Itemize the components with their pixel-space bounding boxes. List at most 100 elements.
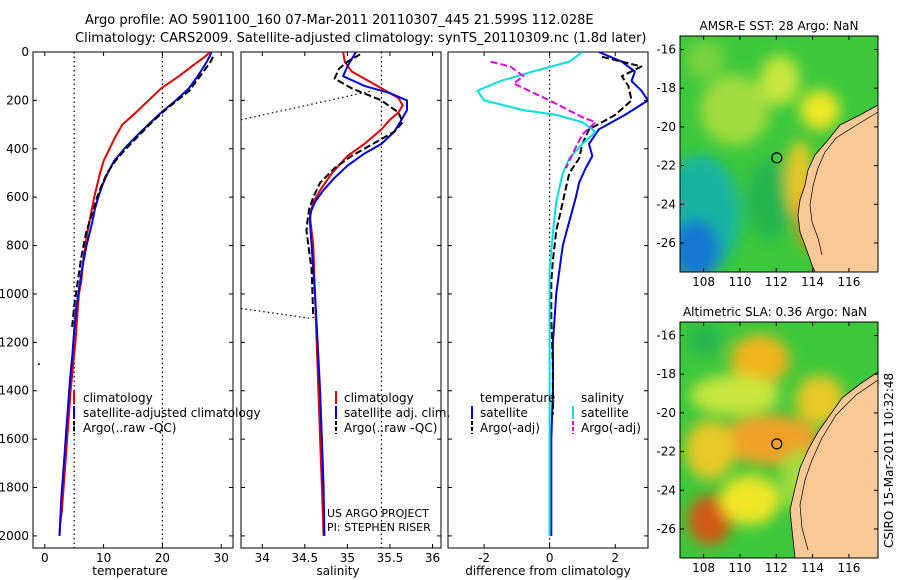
sla-map-title: Altimetric SLA: 0.36 Argo: NaN xyxy=(683,305,867,319)
credit-text: CSIRO 15-Mar-2011 10:32:48 xyxy=(882,373,896,548)
salinity-legend: climatology satellite adj. clim. Argo(..… xyxy=(335,391,450,435)
difference-legend: temperature satellite Argo(-adj) salinit… xyxy=(471,391,641,435)
depth-tick-label: 1400 xyxy=(0,384,29,398)
difference-xtick-label: 2 xyxy=(611,551,619,565)
project-name: US ARGO PROJECT xyxy=(327,507,429,520)
depth-tick-label: 1800 xyxy=(0,481,29,495)
sst-map-axes: 108 110 112 114 116 -16 -18 -20 -22 -24 -26 xyxy=(656,36,878,289)
depth-tick-label: 2000 xyxy=(0,529,29,543)
legend-label-temp-argo: Argo(-adj) xyxy=(480,421,540,435)
sst_map-ytick-label: -24 xyxy=(656,197,676,211)
legend-group-temperature: temperature xyxy=(480,391,555,405)
depth-tick-label: 1600 xyxy=(0,432,29,446)
sla-map-frame xyxy=(679,321,879,559)
project-pi: PI: STEPHEN RISER xyxy=(327,521,431,534)
salinity-dotted-line xyxy=(241,90,374,121)
sst-map-title: AMSR-E SST: 28 Argo: NaN xyxy=(700,19,859,33)
sst_map-xtick-label: 112 xyxy=(765,275,788,289)
depth-tick-label: 1000 xyxy=(0,287,29,301)
difference-panel xyxy=(447,51,649,549)
salinity-xtick-label: 34.5 xyxy=(291,551,318,565)
temperature-xtick-label: 10 xyxy=(96,551,111,565)
salinity-series-line xyxy=(305,53,404,319)
salinity-xtick-label: 35 xyxy=(340,551,355,565)
sla-coast-contour xyxy=(799,379,878,551)
depth-tick-label: 0 xyxy=(21,45,29,59)
difference-xtick-label: -2 xyxy=(478,551,490,565)
title-line-1: Argo profile: AO 5901100_160 07-Mar-2011… xyxy=(85,13,594,28)
sla_map-xtick-label: 110 xyxy=(728,561,751,575)
depth-axis: 0 200 400 600 800 1000 1200 1400 1600 1800 2000 xyxy=(0,45,29,543)
sla_map-ytick-label: -26 xyxy=(656,522,676,536)
sla-map-axes: 108 110 112 114 116 -16 -18 -20 -22 -24 -26 xyxy=(656,322,878,575)
difference-xlabel: difference from climatology xyxy=(465,564,631,578)
sst-map xyxy=(680,36,878,272)
temperature-xlabel: temperature xyxy=(92,564,167,578)
legend-label-satellite: satellite-adjusted climatology xyxy=(83,406,261,420)
temperature-plot: 0 10 20 30 xyxy=(33,51,233,565)
sla_map-xtick-label: 116 xyxy=(837,561,860,575)
difference-series-line xyxy=(550,55,643,415)
temperature-xtick-label: 30 xyxy=(214,551,229,565)
sst-map-frame xyxy=(679,35,879,273)
sst_map-ytick-label: -22 xyxy=(656,159,676,173)
temperature-series-line xyxy=(70,56,214,331)
salinity-xtick-label: 36 xyxy=(425,551,440,565)
legend-label-climatology: climatology xyxy=(344,391,414,405)
legend-label-temp-satellite: satellite xyxy=(480,406,528,420)
sst_map-xtick-label: 114 xyxy=(801,275,824,289)
sla_map-xtick-label: 114 xyxy=(801,561,824,575)
sst_map-xtick-label: 116 xyxy=(837,275,860,289)
legend-label-climatology: climatology xyxy=(83,391,153,405)
sst_map-float-location-marker xyxy=(771,152,783,164)
sst-coast-contour xyxy=(809,111,878,256)
sst_map-ytick-label: -26 xyxy=(656,236,676,250)
legend-label-argo: Argo(..raw -QC) xyxy=(344,421,437,435)
difference-plot: -2 0 2 xyxy=(448,51,648,565)
temperature-legend: climatology satellite-adjusted climatolo… xyxy=(73,391,261,435)
temperature-xtick-label: 20 xyxy=(155,551,170,565)
legend-group-salinity: salinity xyxy=(581,391,624,405)
depth-tick-label: 400 xyxy=(6,142,29,156)
sla_map-float-location-marker xyxy=(771,438,783,450)
sla_map-ytick-label: -24 xyxy=(656,483,676,497)
sla-land xyxy=(789,371,878,558)
sst_map-xtick-label: 110 xyxy=(728,275,751,289)
salinity-xtick-label: 35.5 xyxy=(377,551,404,565)
salinity-xlabel: salinity xyxy=(316,564,359,578)
sst_map-ytick-label: -18 xyxy=(656,81,676,95)
temperature-panel xyxy=(32,51,234,549)
legend-label-satellite: satellite adj. clim. xyxy=(344,406,450,420)
depth-tick-label: 1200 xyxy=(0,335,29,349)
salinity-dotted-line xyxy=(241,307,310,319)
depth-tick-label: 600 xyxy=(6,190,29,204)
temperature-series-line xyxy=(58,52,211,536)
sst_map-ytick-label: -16 xyxy=(656,43,676,57)
depth-tick-label: 200 xyxy=(6,93,29,107)
difference-xtick-label: 0 xyxy=(546,551,554,565)
salinity-panel xyxy=(240,51,442,549)
salinity-plot: 34 34.5 35 35.5 36 xyxy=(241,51,441,565)
difference-series-line xyxy=(550,52,648,536)
salinity-xtick-label: 34 xyxy=(255,551,270,565)
salinity-series-line xyxy=(308,52,408,536)
difference-plot-area xyxy=(476,52,648,548)
sla_map-ytick-label: -22 xyxy=(656,445,676,459)
sst_map-xtick-label: 108 xyxy=(692,275,715,289)
title-line-2: Climatology: CARS2009. Satellite-adjuste… xyxy=(75,31,647,46)
temperature-series-line xyxy=(58,52,213,536)
temperature-plot-area xyxy=(37,52,214,548)
legend-label-sal-argo: Argo(-adj) xyxy=(581,421,641,435)
project-annotation: US ARGO PROJECT PI: STEPHEN RISER xyxy=(327,507,431,534)
sla_map-xtick-label: 112 xyxy=(765,561,788,575)
sst_map-ytick-label: -20 xyxy=(656,120,676,134)
salinity-series-line xyxy=(308,52,404,536)
legend-label-sal-satellite: satellite xyxy=(581,406,629,420)
sla_map-ytick-label: -16 xyxy=(656,329,676,343)
difference-series-line xyxy=(476,52,597,536)
legend-label-argo: Argo(..raw -QC) xyxy=(83,421,176,435)
sla_map-xtick-label: 108 xyxy=(692,561,715,575)
sla_map-ytick-label: -20 xyxy=(656,406,676,420)
depth-tick-label: 800 xyxy=(6,239,29,253)
